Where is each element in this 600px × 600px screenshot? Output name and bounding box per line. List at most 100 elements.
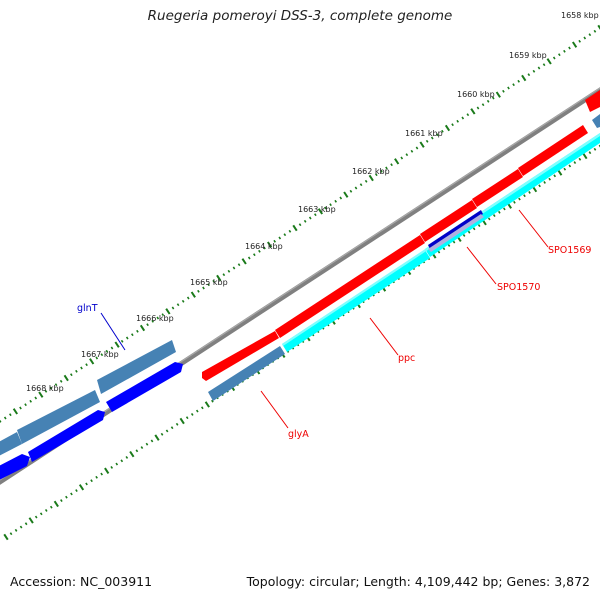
outer-tick xyxy=(375,173,378,177)
inner-tick xyxy=(538,184,541,188)
feature-blue-2[interactable] xyxy=(28,410,105,462)
gene-label-glnT[interactable]: glnT xyxy=(77,303,98,314)
inner-tick xyxy=(518,197,521,201)
outer-tick xyxy=(571,41,578,48)
scale-label: 1659 kbp xyxy=(509,51,547,60)
inner-tick xyxy=(65,495,68,499)
inner-tick xyxy=(497,210,501,214)
feature-red-4[interactable] xyxy=(472,169,523,207)
feature-spo1570[interactable] xyxy=(428,210,483,249)
feature-red-2[interactable] xyxy=(275,235,425,338)
feature-steel-left-2[interactable] xyxy=(0,432,22,458)
inner-tick xyxy=(154,434,160,441)
outer-tick xyxy=(334,199,337,203)
outer-tick xyxy=(59,379,63,383)
gene-label-SPO1570[interactable]: SPO1570 xyxy=(497,282,540,293)
outer-tick xyxy=(481,103,485,107)
outer-tick xyxy=(146,323,149,327)
outer-tick xyxy=(430,136,434,140)
outer-tick xyxy=(278,236,282,240)
outer-tick xyxy=(425,139,429,143)
feature-steel-glnT[interactable] xyxy=(97,340,176,394)
inner-tick xyxy=(185,416,189,420)
feature-steel-glyA[interactable] xyxy=(208,346,285,401)
outer-tick xyxy=(578,39,581,43)
outer-tick xyxy=(546,58,552,65)
topology-text: Topology: circular; Length: 4,109,442 bp… xyxy=(246,574,590,589)
feature-blue-1[interactable] xyxy=(106,362,183,412)
outer-tick xyxy=(339,196,343,200)
outer-tick xyxy=(19,406,22,410)
accession-text: Accession: NC_003911 xyxy=(10,574,153,589)
gene-label-ppc[interactable]: ppc xyxy=(398,353,415,364)
outer-tick xyxy=(542,63,546,67)
inner-tick xyxy=(442,247,446,251)
feature-spo1570-shade xyxy=(428,214,484,252)
inner-tick xyxy=(19,525,23,529)
outer-tick xyxy=(343,191,349,198)
outer-tick xyxy=(308,216,312,220)
inner-tick xyxy=(160,432,164,436)
inner-tick xyxy=(75,489,78,493)
outer-tick xyxy=(165,308,171,315)
feature-steel-left-1[interactable] xyxy=(17,390,100,444)
inner-tick xyxy=(179,417,185,425)
outer-tick xyxy=(190,291,196,298)
inner-tick xyxy=(165,429,169,433)
outer-tick xyxy=(364,179,368,183)
outer-tick xyxy=(349,189,353,193)
SPO1569-leader xyxy=(518,209,549,248)
feature-red-1[interactable] xyxy=(202,331,279,381)
outer-tick xyxy=(563,49,566,53)
inner-tick xyxy=(588,151,592,155)
outer-tick xyxy=(436,133,439,137)
outer-tick xyxy=(227,269,231,273)
inner-tick xyxy=(120,459,124,463)
outer-tick xyxy=(552,56,556,60)
outer-tick xyxy=(38,391,44,398)
inner-tick xyxy=(104,467,110,474)
SPO1570-leader xyxy=(466,246,497,285)
inner-tick xyxy=(211,399,214,403)
inner-tick xyxy=(492,214,496,218)
outer-tick xyxy=(29,399,32,403)
feature-red-6[interactable] xyxy=(585,90,600,112)
inner-tick xyxy=(175,422,179,426)
outer-tick xyxy=(241,258,247,265)
inner-tick xyxy=(543,181,546,184)
outer-tick xyxy=(186,296,190,300)
scale-label: 1661 kbp xyxy=(405,129,443,138)
feature-red-5[interactable] xyxy=(518,125,588,176)
scale-label: 1667 kbp xyxy=(81,350,119,359)
gene-label-SPO1569[interactable]: SPO1569 xyxy=(548,245,591,256)
feature-red-3[interactable] xyxy=(420,200,477,242)
outer-tick xyxy=(583,36,587,40)
outer-tick xyxy=(507,86,510,90)
inner-tick xyxy=(85,482,88,486)
scale-label: 1663 kbp xyxy=(298,205,336,214)
outer-tick xyxy=(317,208,324,215)
outer-tick xyxy=(486,99,490,103)
scale-label: 1666 kbp xyxy=(136,314,174,323)
outer-tick xyxy=(139,324,146,332)
inner-tick xyxy=(563,167,567,171)
outer-tick xyxy=(419,141,425,148)
inner-tick xyxy=(477,224,481,227)
outer-tick xyxy=(161,313,165,317)
outer-tick xyxy=(44,389,48,393)
feature-cyan-1[interactable] xyxy=(282,250,430,352)
outer-tick xyxy=(232,266,236,270)
outer-tick xyxy=(410,149,414,153)
inner-tick xyxy=(528,190,531,194)
feature-blue-3[interactable] xyxy=(0,454,30,482)
inner-tick xyxy=(145,442,149,446)
scale-label: 1668 kbp xyxy=(26,384,64,393)
gene-label-glyA[interactable]: glyA xyxy=(288,429,309,440)
outer-tick xyxy=(181,299,185,303)
feature-steel-right[interactable] xyxy=(592,114,600,128)
glyA-leader xyxy=(260,390,289,429)
outer-tick xyxy=(588,33,592,37)
inner-tick xyxy=(503,207,506,211)
inner-tick xyxy=(523,194,526,198)
outer-tick xyxy=(253,253,256,257)
